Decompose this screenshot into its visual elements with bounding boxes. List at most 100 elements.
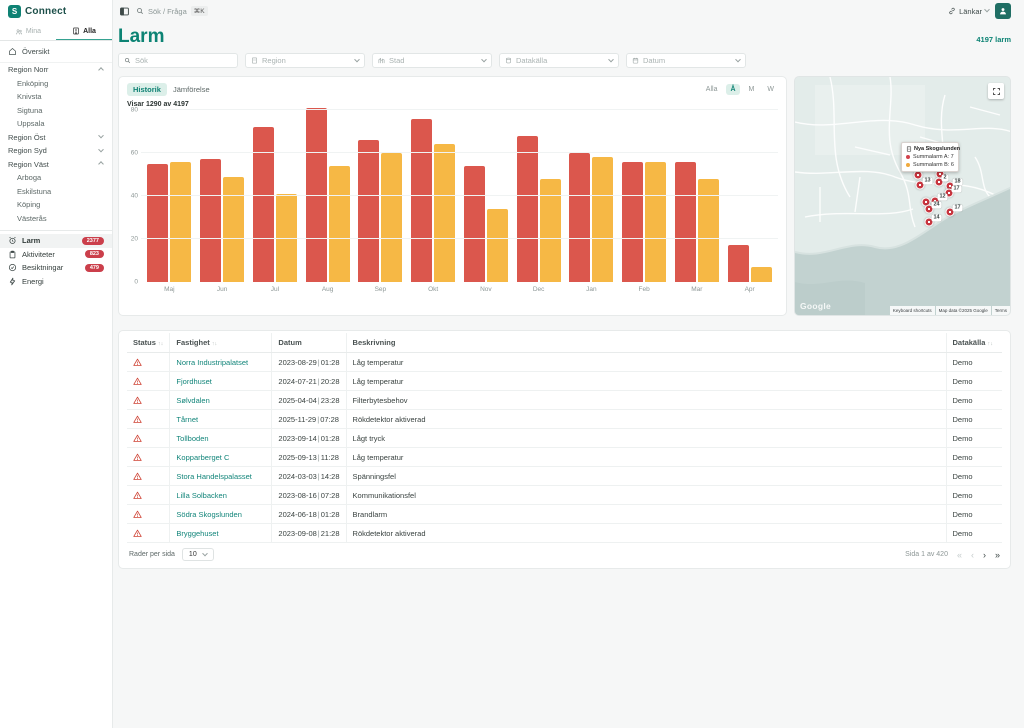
sidebar-item-label: Aktiviteter	[22, 249, 55, 259]
sidebar: S Connect Mina Alla Översikt Region Norr…	[0, 0, 113, 728]
column-header-fastighet[interactable]: Fastighet ↑↓	[169, 333, 273, 353]
sidebar-item-label: Översikt	[22, 47, 50, 56]
search-input[interactable]	[135, 56, 232, 65]
sidebar-item-energi[interactable]: Energi	[0, 275, 112, 289]
sidebar-item-city[interactable]: Knivsta	[17, 92, 42, 101]
sidebar-item-city[interactable]: Enköping	[17, 78, 49, 88]
beskrivning-cell: Spänningsfel	[346, 466, 947, 486]
stad-select[interactable]: Stad	[372, 53, 492, 68]
city-icon	[378, 57, 385, 64]
filter-bar: Region Stad Datakälla	[118, 53, 1011, 68]
column-header-datakälla[interactable]: Datakälla ↑↓	[946, 333, 1002, 353]
chart-header: Historik Jämförelse Alla Å M W	[127, 83, 778, 96]
bar-summalarm-b	[750, 266, 772, 282]
tab-jamforelse[interactable]: Jämförelse	[172, 85, 210, 94]
warning-icon	[127, 390, 171, 410]
warning-icon	[127, 428, 171, 448]
sidebar-item-aktiviteter[interactable]: Aktiviteter 823	[0, 248, 112, 262]
tab-alla[interactable]: Alla	[56, 22, 112, 40]
alarm-marker[interactable]: 14	[924, 214, 942, 227]
map-attribution: Keyboard shortcuts Map data ©2025 Google…	[889, 306, 1010, 315]
keyboard-shortcuts-link[interactable]: Keyboard shortcuts	[889, 306, 935, 315]
chevron-down-icon	[98, 133, 104, 139]
links-dropdown[interactable]: Länkar	[948, 6, 990, 16]
search-filter[interactable]	[118, 53, 238, 68]
region-header[interactable]: Region Väst	[0, 158, 112, 172]
last-page-button[interactable]: »	[994, 549, 1000, 560]
bar-summalarm-a	[358, 140, 380, 282]
fastighet-link[interactable]: Sølvdalen	[176, 395, 210, 405]
alarm-marker[interactable]: 13	[915, 177, 933, 190]
range-vecka[interactable]: W	[767, 86, 774, 93]
fastighet-link[interactable]: Norra Industripalatset	[176, 357, 249, 367]
map[interactable]: Nya Skogslunden Summalarm A: 7 Summalarm …	[794, 76, 1011, 316]
prev-page-button[interactable]: ‹	[970, 549, 974, 560]
datum-cell: 2025-11-29|07:28	[271, 409, 347, 429]
page-head: Larm 4197 larm	[118, 26, 1011, 48]
region-header[interactable]: Region Öst	[0, 131, 112, 145]
sidebar-item-besiktningar[interactable]: Besiktningar 479	[0, 261, 112, 275]
sidebar-item-city[interactable]: Uppsala	[17, 119, 45, 128]
marker-count-label: 14	[931, 214, 942, 222]
bar-summalarm-a	[727, 245, 749, 282]
fullscreen-button[interactable]	[988, 83, 1004, 99]
tab-alla-label: Alla	[83, 27, 96, 35]
sidebar-item-larm[interactable]: Larm 2377	[0, 234, 112, 248]
sidebar-item-city[interactable]: Västerås	[17, 213, 47, 223]
datum-select[interactable]: Datum	[626, 53, 746, 68]
fastighet-link[interactable]: Tollboden	[176, 433, 209, 443]
region-select[interactable]: Region	[245, 53, 365, 68]
fastighet-link[interactable]: Tårnet	[176, 414, 199, 424]
datakalla-select[interactable]: Datakälla	[499, 53, 619, 68]
cards-row: Historik Jämförelse Alla Å M W Visar 129…	[118, 76, 1011, 316]
column-header-beskrivning: Beskrivning	[346, 333, 947, 353]
y-tick-label: 40	[130, 192, 138, 200]
sidebar-item-city[interactable]: Sigtuna	[17, 105, 43, 115]
alarm-marker[interactable]: 2	[934, 174, 949, 187]
fastighet-link[interactable]: Kopparberget C	[176, 452, 230, 462]
tab-mina[interactable]: Mina	[0, 22, 56, 40]
sidebar-tabs: Mina Alla	[0, 22, 112, 41]
calendar-icon	[632, 57, 639, 64]
datakalla-select-value: Datakälla	[516, 56, 548, 65]
panel-toggle-icon[interactable]	[119, 6, 130, 17]
alarm-marker[interactable]: 17	[945, 204, 963, 217]
sidebar-item-city[interactable]: Köping	[17, 200, 41, 209]
range-alla[interactable]: Alla	[705, 86, 718, 93]
sort-icon: ↑↓	[987, 341, 993, 347]
fastighet-link[interactable]: Bryggehuset	[176, 528, 219, 538]
range-ar[interactable]: Å	[726, 84, 740, 95]
terms-link[interactable]: Terms	[991, 306, 1010, 315]
column-header-status[interactable]: Status ↑↓	[127, 333, 171, 353]
rows-per-page-select[interactable]: 10	[181, 548, 214, 561]
y-tick-label: 80	[130, 106, 138, 114]
sidebar-item-city[interactable]: Eskilstuna	[17, 186, 52, 196]
topbar-right: Länkar	[948, 3, 1011, 19]
sidebar-item-city[interactable]: Arboga	[17, 173, 42, 182]
alarm-marker[interactable]: 24	[924, 201, 942, 214]
alarm-marker[interactable]: 17	[944, 185, 962, 198]
sidebar-item-oversikt[interactable]: Översikt	[0, 41, 112, 63]
bar-group	[512, 110, 565, 282]
chevron-down-icon	[608, 56, 614, 62]
tab-historik[interactable]: Historik	[127, 83, 167, 96]
fastighet-link[interactable]: Stora Handelspalasset	[176, 471, 252, 481]
first-page-button[interactable]: «	[956, 549, 962, 560]
chevron-down-icon	[984, 6, 990, 13]
brand-logo[interactable]: S Connect	[0, 0, 112, 22]
fastighet-link[interactable]: Södra Skogslunden	[176, 509, 242, 519]
fastighet-link[interactable]: Fjordhuset	[176, 376, 212, 386]
table-row: Bryggehuset 2023-09-08|21:28 Rökdetektor a…	[127, 523, 1002, 542]
next-page-button[interactable]: ›	[982, 549, 986, 560]
range-manad[interactable]: M	[748, 86, 755, 93]
datum-cell: 2023-08-16|07:28	[271, 485, 347, 505]
fastighet-link[interactable]: Lilla Solbacken	[176, 490, 227, 500]
region-header[interactable]: Region Norr	[0, 63, 112, 77]
map-tooltip-title: Nya Skogslunden	[914, 146, 961, 152]
global-search[interactable]: Sök / Fråga ⌘K	[136, 6, 208, 16]
rows-per-page-value: 10	[188, 551, 197, 558]
datakalla-cell: Demo	[946, 390, 1002, 410]
datakalla-cell: Demo	[946, 352, 1002, 372]
avatar[interactable]	[995, 3, 1011, 19]
region-header[interactable]: Region Syd	[0, 144, 112, 158]
